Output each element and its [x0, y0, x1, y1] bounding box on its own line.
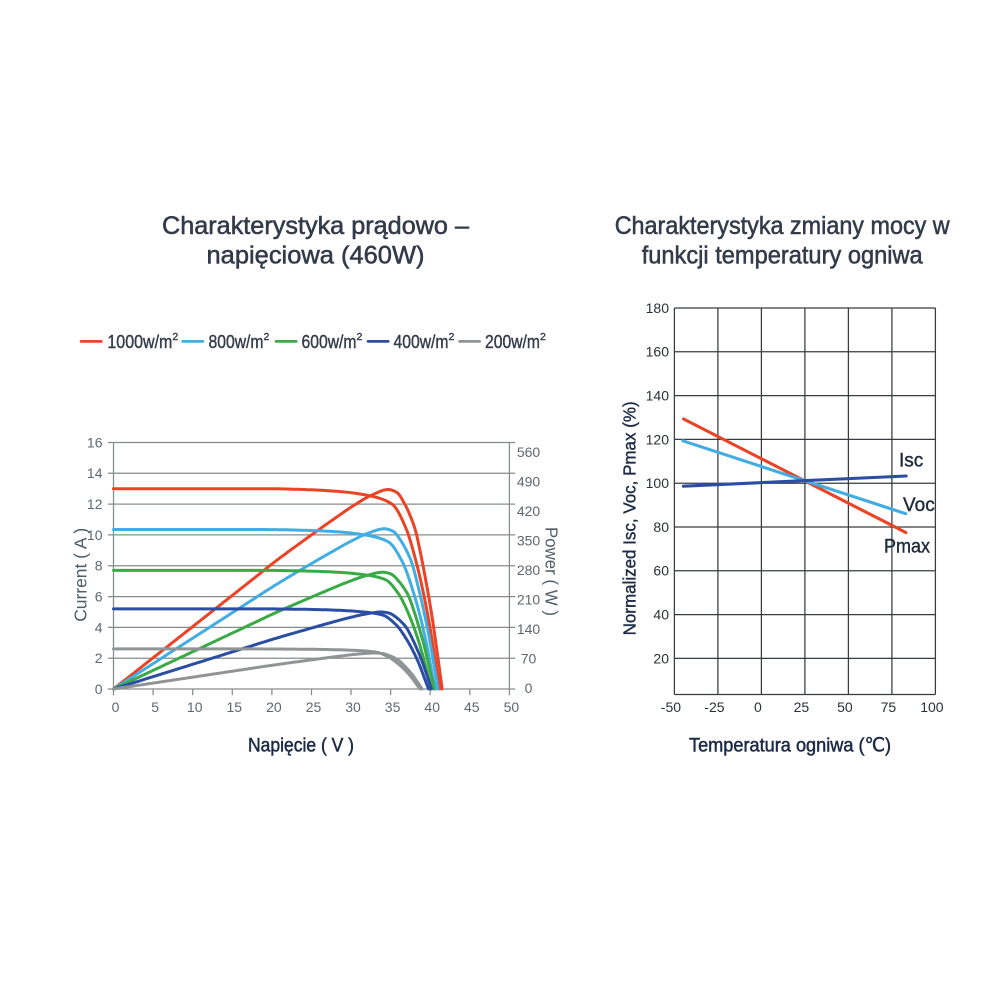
svg-text:Charakterystyka zmiany mocy w: Charakterystyka zmiany mocy w	[615, 212, 951, 240]
svg-text:5: 5	[151, 699, 159, 715]
svg-text:140: 140	[517, 621, 541, 637]
svg-text:napięciowa (460W): napięciowa (460W)	[207, 242, 425, 270]
svg-text:60: 60	[653, 563, 669, 579]
svg-text:200w/m2: 200w/m2	[485, 331, 546, 352]
svg-text:600w/m2: 600w/m2	[302, 331, 363, 352]
svg-text:210: 210	[517, 592, 541, 608]
svg-text:10: 10	[87, 527, 103, 543]
svg-text:-50: -50	[661, 699, 681, 715]
svg-text:120: 120	[646, 431, 670, 447]
svg-text:50: 50	[504, 699, 520, 715]
svg-text:Napięcie ( V ): Napięcie ( V )	[248, 736, 354, 757]
svg-text:12: 12	[87, 496, 103, 512]
svg-text:75: 75	[881, 699, 897, 715]
svg-text:400w/m2: 400w/m2	[394, 331, 455, 352]
svg-text:8: 8	[95, 558, 103, 574]
svg-text:40: 40	[424, 699, 440, 715]
svg-text:100: 100	[920, 699, 944, 715]
svg-text:0: 0	[112, 699, 120, 715]
svg-text:0: 0	[754, 699, 762, 715]
svg-text:Pmax: Pmax	[884, 537, 930, 558]
svg-text:40: 40	[653, 607, 669, 623]
svg-text:420: 420	[517, 503, 541, 519]
svg-text:140: 140	[646, 388, 670, 404]
svg-text:800w/m2: 800w/m2	[209, 331, 270, 352]
svg-text:Isc: Isc	[899, 451, 923, 472]
svg-text:25: 25	[794, 699, 810, 715]
svg-text:Charakterystyka prądowo –: Charakterystyka prądowo –	[162, 212, 469, 240]
svg-text:280: 280	[517, 562, 541, 578]
svg-text:100: 100	[646, 475, 670, 491]
svg-text:35: 35	[385, 699, 401, 715]
svg-text:Temperatura ogniwa (℃): Temperatura ogniwa (℃)	[689, 736, 891, 757]
svg-text:50: 50	[837, 699, 853, 715]
svg-text:16: 16	[87, 434, 103, 450]
svg-text:490: 490	[517, 473, 541, 489]
svg-text:Current ( A ): Current ( A )	[71, 528, 91, 622]
svg-text:1000w/m2: 1000w/m2	[107, 331, 178, 352]
svg-text:160: 160	[646, 344, 670, 360]
svg-text:14: 14	[87, 465, 103, 481]
svg-text:20: 20	[266, 699, 282, 715]
svg-text:15: 15	[227, 699, 243, 715]
svg-text:0: 0	[525, 680, 533, 696]
svg-text:2: 2	[95, 650, 103, 666]
svg-text:Power ( W ): Power ( W )	[542, 527, 562, 616]
svg-text:6: 6	[95, 589, 103, 605]
svg-text:-25: -25	[704, 699, 724, 715]
svg-text:560: 560	[517, 444, 541, 460]
svg-text:70: 70	[521, 651, 537, 667]
svg-text:180: 180	[646, 300, 670, 316]
svg-text:20: 20	[653, 650, 669, 666]
svg-text:funkcji temperatury ogniwa: funkcji temperatury ogniwa	[642, 242, 923, 270]
svg-text:Normalized Isc, Voc, Pmax (%): Normalized Isc, Voc, Pmax (%)	[620, 401, 640, 635]
svg-text:Voc: Voc	[903, 495, 935, 516]
svg-text:10: 10	[187, 699, 203, 715]
svg-text:25: 25	[306, 699, 322, 715]
svg-text:80: 80	[653, 519, 669, 535]
svg-text:350: 350	[517, 532, 541, 548]
svg-text:45: 45	[464, 699, 480, 715]
svg-text:4: 4	[95, 619, 103, 635]
svg-text:0: 0	[95, 681, 103, 697]
svg-text:30: 30	[345, 699, 361, 715]
